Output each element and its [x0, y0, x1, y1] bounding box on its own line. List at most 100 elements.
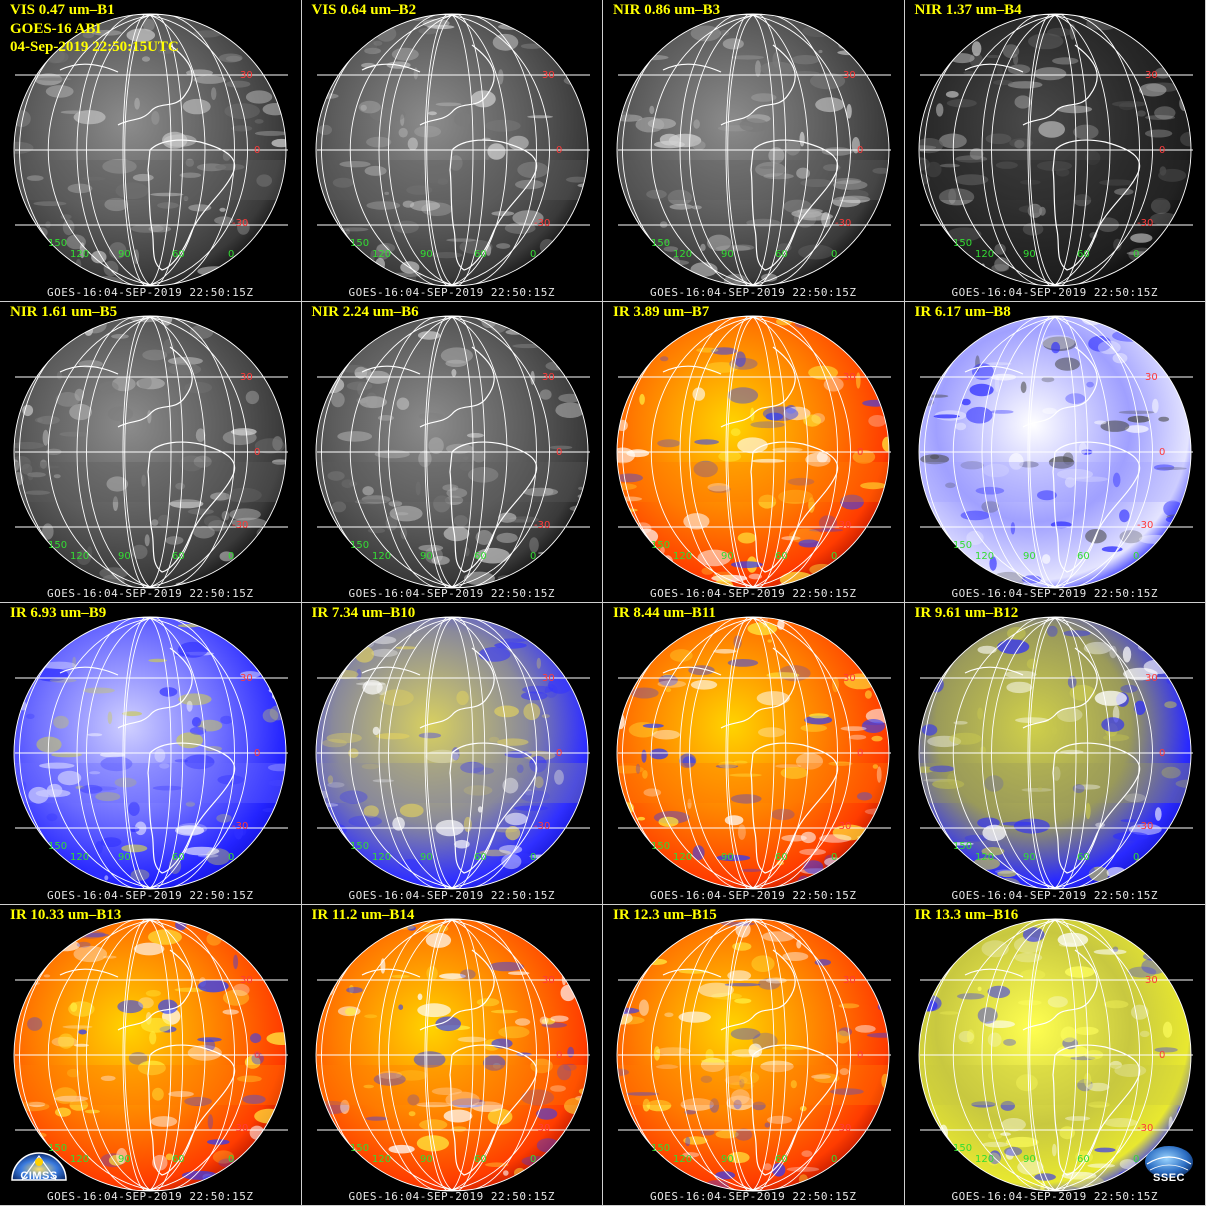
longitude-label: 150 [953, 841, 972, 852]
latitude-label: 30 [843, 372, 856, 383]
longitude-label: 150 [651, 1143, 670, 1154]
latitude-label: 30 [1145, 372, 1158, 383]
latitude-label: -30 [232, 218, 248, 229]
longitude-label: 90 [721, 249, 734, 260]
longitude-label: 90 [420, 551, 433, 562]
band-panel: 30 0 -30 150 120 90 60 0 NIR 1.61 um–B5 GOES-16:0… [0, 301, 302, 603]
latitude-label: 0 [254, 447, 260, 458]
timestamp-label: GOES-16:04-SEP-2019 22:50:15Z [46, 888, 254, 902]
longitude-label: 60 [1077, 551, 1090, 562]
latitude-label: -30 [835, 520, 851, 531]
band-title: VIS 0.47 um–B1 [10, 2, 115, 18]
timestamp-label: GOES-16:04-SEP-2019 22:50:15Z [348, 1190, 556, 1203]
band-panel: 30 0 -30 150 120 90 60 0 NIR 1.37 um–B4 GOES-16:0… [904, 0, 1206, 302]
longitude-label: 0 [530, 551, 536, 562]
longitude-label: 120 [673, 1154, 692, 1165]
latitude-label: 30 [240, 372, 253, 383]
latitude-label: -30 [835, 821, 851, 832]
timestamp-label: GOES-16:04-SEP-2019 22:50:15Z [951, 285, 1159, 299]
band-title: IR 11.2 um–B14 [311, 906, 415, 923]
band-title: IR 8.44 um–B11 [613, 605, 716, 621]
band-title: VIS 0.64 um–B2 [311, 2, 417, 18]
longitude-label: 0 [530, 852, 536, 863]
longitude-label: 60 [1077, 852, 1090, 863]
longitude-label: 0 [1133, 852, 1139, 863]
timestamp-label: GOES-16:04-SEP-2019 22:50:15Z [46, 285, 254, 299]
longitude-label: 120 [673, 551, 692, 562]
band-panel: 30 0 -30 150 120 90 60 0 IR 9.61 um–B12 GOES-16:0… [904, 603, 1206, 905]
latitude-label: 30 [843, 673, 856, 684]
band-panel: 30 0 -30 150 120 90 60 0 IR 8.44 um–B11 GOES-16:0… [603, 603, 905, 905]
latitude-label: 30 [240, 975, 253, 986]
latitude-label: 0 [857, 1050, 863, 1061]
longitude-label: 90 [721, 1154, 734, 1165]
latitude-label: -30 [232, 1123, 248, 1134]
longitude-label: 120 [673, 852, 692, 863]
band-panel: 30 0 -30 150 120 90 60 0 VIS 0.47 um–B1 GOES-16:0… [0, 0, 302, 302]
longitude-label: 90 [420, 852, 433, 863]
longitude-label: 120 [70, 1154, 89, 1165]
latitude-label: 0 [857, 748, 863, 759]
longitude-label: 60 [1077, 249, 1090, 260]
longitude-label: 90 [721, 852, 734, 863]
longitude-label: 60 [1077, 1154, 1090, 1165]
latitude-label: -30 [534, 1123, 550, 1134]
longitude-label: 0 [831, 1154, 837, 1165]
longitude-label: 0 [228, 249, 234, 260]
latitude-label: -30 [835, 218, 851, 229]
longitude-label: 60 [775, 249, 788, 260]
latitude-label: -30 [534, 821, 550, 832]
timestamp-label: GOES-16:04-SEP-2019 22:50:15Z [46, 1190, 254, 1203]
ssec-logo-text: SSEC [1153, 1172, 1185, 1184]
longitude-label: 90 [118, 1154, 131, 1165]
longitude-label: 60 [172, 249, 185, 260]
latitude-label: 0 [1159, 1050, 1165, 1061]
latitude-label: 30 [542, 975, 555, 986]
latitude-label: 0 [556, 1050, 562, 1061]
band-title: IR 10.33 um–B13 [10, 906, 122, 923]
band-panel: 30 0 -30 150 120 90 60 0 IR 7.34 um–B10 GOES-16:0… [301, 603, 603, 905]
longitude-label: 0 [530, 1154, 536, 1165]
timestamp-label: GOES-16:04-SEP-2019 22:50:15Z [348, 587, 556, 600]
longitude-label: 150 [350, 540, 369, 551]
band-panel: 30 0 -30 150 120 90 60 0 IR 6.17 um–B8 GOES-16:04… [904, 301, 1206, 603]
longitude-label: 120 [975, 852, 994, 863]
band-panel: 30 0 -30 150 120 90 60 0 IR 11.2 um–B14 GOES-16:0… [301, 904, 603, 1206]
longitude-label: 120 [372, 249, 391, 260]
latitude-label: 0 [1159, 145, 1165, 156]
observation-datetime: 04-Sep-2019 22:50:15UTC [10, 39, 179, 55]
satellite-name: GOES-16 ABI [10, 21, 102, 37]
longitude-label: 150 [350, 1143, 369, 1154]
longitude-label: 90 [118, 551, 131, 562]
longitude-label: 90 [118, 249, 131, 260]
timestamp-label: GOES-16:04-SEP-2019 22:50:15Z [951, 1190, 1159, 1203]
longitude-label: 0 [530, 249, 536, 260]
longitude-label: 150 [350, 238, 369, 249]
cimss-logo: CIMSS [8, 1140, 70, 1184]
band-title: IR 12.3 um–B15 [613, 906, 717, 923]
latitude-label: -30 [1137, 520, 1153, 531]
latitude-label: -30 [232, 520, 248, 531]
band-title: NIR 0.86 um–B3 [613, 2, 721, 18]
longitude-label: 60 [775, 1154, 788, 1165]
latitude-label: 0 [1159, 447, 1165, 458]
timestamp-label: GOES-16:04-SEP-2019 22:50:15Z [348, 888, 556, 902]
timestamp-label: GOES-16:04-SEP-2019 22:50:15Z [649, 587, 857, 600]
timestamp-label: GOES-16:04-SEP-2019 22:50:15Z [649, 1190, 857, 1203]
longitude-label: 120 [975, 1154, 994, 1165]
longitude-label: 0 [831, 852, 837, 863]
longitude-label: 120 [70, 249, 89, 260]
longitude-label: 150 [953, 540, 972, 551]
band-title: NIR 1.37 um–B4 [914, 2, 1022, 18]
longitude-label: 60 [474, 852, 487, 863]
longitude-label: 120 [70, 852, 89, 863]
latitude-label: 30 [1145, 975, 1158, 986]
